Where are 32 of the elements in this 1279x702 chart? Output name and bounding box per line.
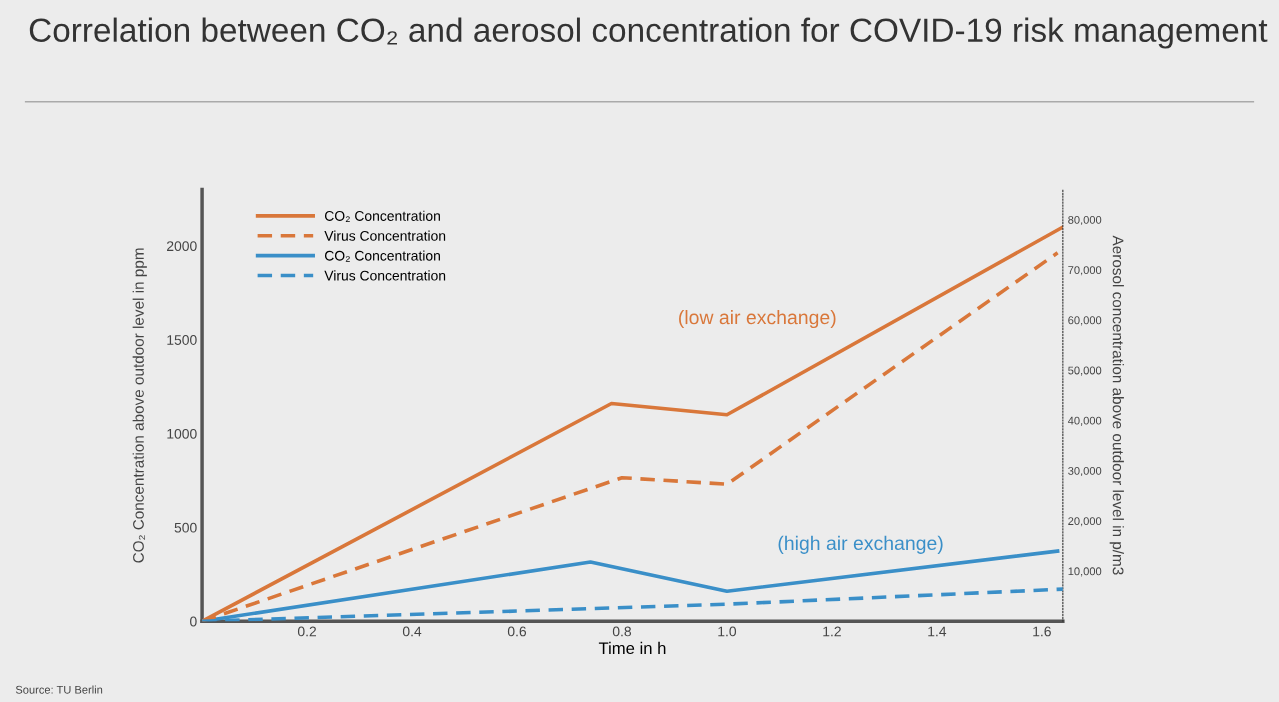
y2-tick-label: 70,000 — [1068, 266, 1102, 276]
x-tick-label: 0.6 — [507, 626, 527, 637]
y2-axis-title: Aerosol concentration above outdoor level in p/m3 — [1109, 235, 1124, 575]
x-tick-label: 0.2 — [297, 626, 317, 637]
y2-tick-label: 20,000 — [1068, 517, 1102, 527]
annotation: (low air exchange) — [679, 310, 836, 329]
y-tick-label: 500 — [174, 522, 197, 533]
x-tick-label: 1.2 — [823, 626, 841, 637]
y-axis-title: CO₂ Concentration above outdoor level in ppm — [132, 248, 147, 563]
x-tick-label: 1.4 — [928, 626, 947, 637]
y2-tick-label: 60,000 — [1068, 316, 1102, 326]
legend-label: Virus Concentration — [324, 230, 446, 241]
y-tick-label: 0 — [190, 616, 197, 627]
y2-tick-label: 50,000 — [1068, 366, 1102, 376]
y-tick-label: 2000 — [167, 241, 197, 252]
source-note: Source: TU Berlin — [15, 685, 103, 694]
x-tick-label: 1.6 — [1033, 626, 1051, 637]
y2-tick-label: 30,000 — [1068, 466, 1102, 477]
x-axis-title: Time in h — [598, 641, 666, 655]
annotation: (high air exchange) — [778, 535, 943, 554]
legend-label: CO₂ Concentration — [324, 210, 440, 222]
y-tick-label: 1500 — [167, 335, 197, 345]
x-tick-label: 1.0 — [718, 626, 737, 637]
legend-label: CO₂ Concentration — [324, 250, 440, 262]
y2-tick-label: 40,000 — [1067, 416, 1102, 426]
legend-label: Virus Concentration — [324, 270, 446, 281]
x-tick-label: 0.4 — [402, 626, 422, 637]
y2-tick-label: 80,000 — [1068, 215, 1102, 226]
y2-tick-label: 10,000 — [1068, 567, 1102, 577]
x-tick-label: 0.8 — [612, 626, 632, 637]
chart-title: Correlation between CO₂ and aerosol concentration for COVID-19 risk management — [29, 17, 1268, 49]
y-tick-label: 1000 — [167, 428, 197, 439]
